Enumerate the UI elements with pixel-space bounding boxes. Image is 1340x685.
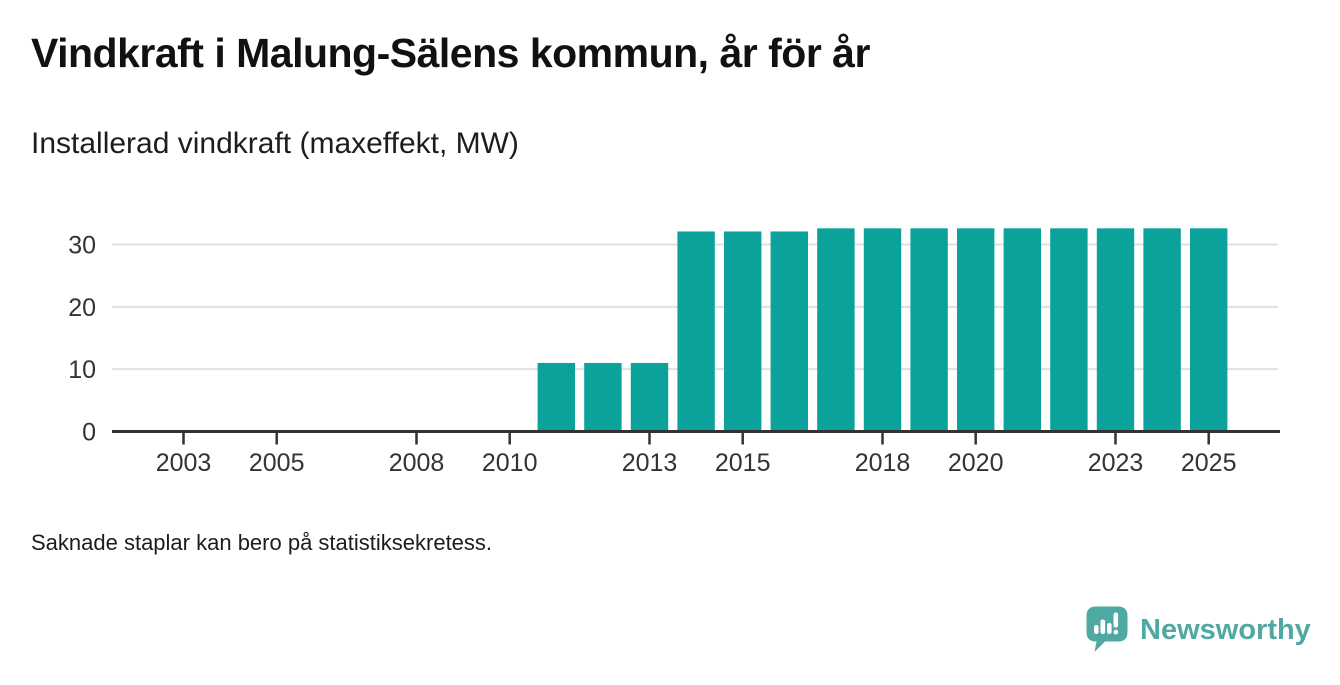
bar: [957, 228, 995, 433]
page-title: Vindkraft i Malung-Sälens kommun, år för…: [31, 30, 870, 76]
chart-footnote: Saknade staplar kan bero på statistiksek…: [31, 530, 493, 555]
bar: [630, 362, 669, 433]
x-tick-label: 2008: [389, 449, 445, 477]
bar: [724, 231, 762, 433]
bar: [910, 228, 948, 433]
bar: [1050, 228, 1088, 433]
x-tick-label: 2023: [1088, 449, 1144, 477]
bar: [677, 231, 715, 433]
bar: [537, 362, 575, 433]
bar: [1003, 228, 1041, 433]
y-tick-label: 0: [82, 419, 96, 447]
bar: [863, 228, 902, 433]
x-tick-label: 2018: [855, 449, 911, 477]
bar: [1190, 228, 1228, 433]
newsworthy-logo: Newsworthy: [1086, 606, 1311, 655]
bar: [817, 228, 855, 433]
y-tick-label: 10: [68, 356, 96, 384]
x-tick-label: 2020: [948, 449, 1004, 477]
bar: [584, 362, 622, 433]
y-tick-label: 30: [68, 232, 96, 260]
newsworthy-logo-icon: [1086, 606, 1128, 652]
x-tick-label: 2005: [249, 449, 305, 477]
chart-subtitle: Installerad vindkraft (maxeffekt, MW): [31, 127, 519, 160]
x-tick-label: 2015: [715, 449, 771, 477]
bar: [1143, 228, 1181, 433]
newsworthy-wordmark: Newsworthy: [1140, 614, 1311, 646]
x-tick-label: 2013: [622, 449, 678, 477]
bar: [770, 231, 808, 433]
x-tick-label: 2003: [156, 449, 212, 477]
y-tick-label: 20: [68, 294, 96, 322]
x-tick-label: 2010: [482, 449, 538, 477]
x-tick-label: 2025: [1181, 449, 1237, 477]
bar: [1096, 228, 1135, 433]
